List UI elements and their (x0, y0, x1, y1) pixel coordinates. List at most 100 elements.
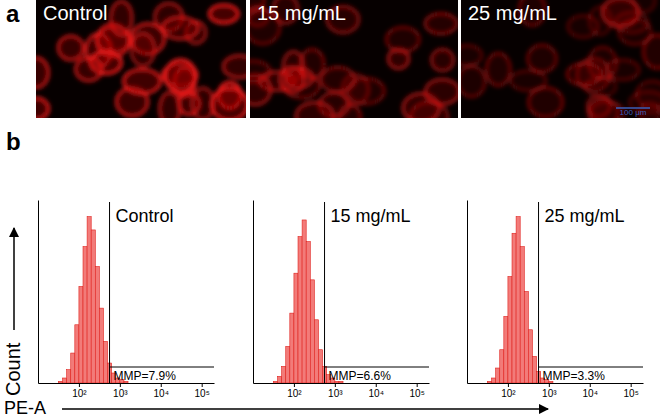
panel-label: b (6, 128, 21, 155)
x-tick-label: 10⁴ (154, 388, 169, 399)
histogram-bar (302, 220, 306, 383)
panel-title: 15 mg/mL (331, 206, 411, 226)
histogram-bar (487, 381, 491, 383)
x-axis-line (468, 383, 644, 384)
panel-label: a (6, 0, 20, 27)
x-tick: 10² (287, 383, 302, 399)
x-tick-mark (335, 383, 336, 387)
x-tick: 10⁵ (410, 383, 425, 399)
cell (209, 5, 238, 23)
histogram-bar (504, 316, 508, 383)
cell (36, 58, 48, 88)
x-axis-line (254, 383, 430, 384)
y-axis (253, 201, 254, 384)
cell (568, 16, 598, 38)
image-label: 25 mg/mL (468, 2, 557, 24)
histogram-bar (294, 273, 298, 383)
x-tick-label: 10² (501, 388, 516, 399)
cell (486, 53, 510, 85)
cell (160, 93, 180, 118)
histogram-bar (95, 267, 99, 383)
histogram-bar (500, 350, 504, 383)
y-axis (467, 201, 468, 384)
cell (165, 60, 195, 93)
x-tick: 10⁴ (154, 383, 169, 399)
cell (425, 13, 457, 33)
x-axis: 10² 10³ 10⁴ 10⁵ (254, 383, 430, 399)
gate-line (538, 202, 539, 383)
histogram-bar (314, 320, 318, 383)
x-tick: 10³ (113, 383, 128, 399)
x-axis: 10² 10³ 10⁴ 10⁵ (468, 383, 644, 399)
annotation: MMP=7.9% (114, 369, 177, 383)
cell (162, 17, 198, 39)
cell (58, 36, 83, 60)
histogram-panel: 10² 10³ 10⁴ 10⁵ 15 mg/mL MMP=6.6% (254, 201, 430, 400)
cell (321, 67, 355, 91)
x-axis-title: PE-A (4, 398, 46, 418)
cell (528, 45, 557, 72)
histogram-bar (286, 346, 290, 383)
histogram-bar (492, 378, 496, 383)
gate-box (325, 367, 429, 368)
histogram-bar (63, 378, 67, 383)
histogram-bar (273, 381, 277, 383)
x-tick: 10³ (328, 383, 343, 399)
annotation: MMP=6.6% (329, 369, 392, 383)
gate-box (539, 367, 643, 368)
x-tick-label: 10³ (113, 388, 128, 399)
histogram-bar (99, 308, 103, 383)
histogram-bar (306, 242, 310, 383)
cell (528, 87, 562, 117)
x-tick: 10⁴ (583, 383, 598, 399)
x-tick-mark (417, 383, 418, 387)
cell (124, 69, 161, 93)
histogram-bar (512, 233, 516, 383)
y-axis (38, 201, 39, 384)
histogram-bar (103, 341, 107, 383)
histogram-bar (79, 287, 83, 383)
x-tick: 10⁵ (624, 383, 639, 399)
scale-bar-label: 100 μm (620, 108, 647, 117)
cell (615, 12, 648, 32)
y-axis-line (253, 201, 254, 384)
histogram-bar (67, 370, 71, 383)
histogram-bar (496, 368, 500, 383)
cell (606, 60, 640, 80)
histogram-bar (282, 366, 286, 383)
x-tick-label: 10⁴ (369, 388, 384, 399)
histogram-panel: 10²10³10⁴10⁵25 mg/mLMMP=3.3% (468, 201, 644, 400)
x-tick-label: 10⁵ (195, 388, 210, 399)
x-tick-mark (631, 383, 632, 387)
cell (76, 58, 102, 81)
x-tick-mark (590, 383, 591, 387)
micrograph (461, 0, 660, 118)
cell (296, 102, 334, 118)
gate-box (110, 367, 214, 368)
histogram-bar (298, 237, 302, 383)
histogram-bar (278, 376, 282, 383)
x-tick-label: 10² (72, 388, 87, 399)
x-arrow (62, 408, 548, 410)
histogram-bar (520, 247, 524, 383)
histogram-bar (318, 350, 322, 383)
cell (386, 27, 419, 52)
histogram-bar (310, 280, 314, 383)
micrograph (250, 0, 458, 118)
cell (212, 88, 246, 118)
figure: aControl15 mg/mL25 mg/mL100 μmb10²10³10⁴… (0, 0, 660, 419)
micrograph (36, 0, 246, 118)
x-tick: 10³ (542, 383, 557, 399)
cell (431, 49, 453, 70)
x-axis-line (39, 383, 215, 384)
x-tick-label: 10³ (542, 388, 557, 399)
x-tick: 10² (72, 383, 87, 399)
y-axis-line (38, 201, 39, 384)
y-axis-title: Count (2, 342, 24, 396)
x-tick: 10² (501, 383, 516, 399)
cell (111, 1, 132, 35)
cell (425, 79, 458, 104)
histogram-bar (290, 313, 294, 383)
gate-line (324, 202, 325, 383)
x-tick-label: 10⁵ (410, 388, 425, 399)
